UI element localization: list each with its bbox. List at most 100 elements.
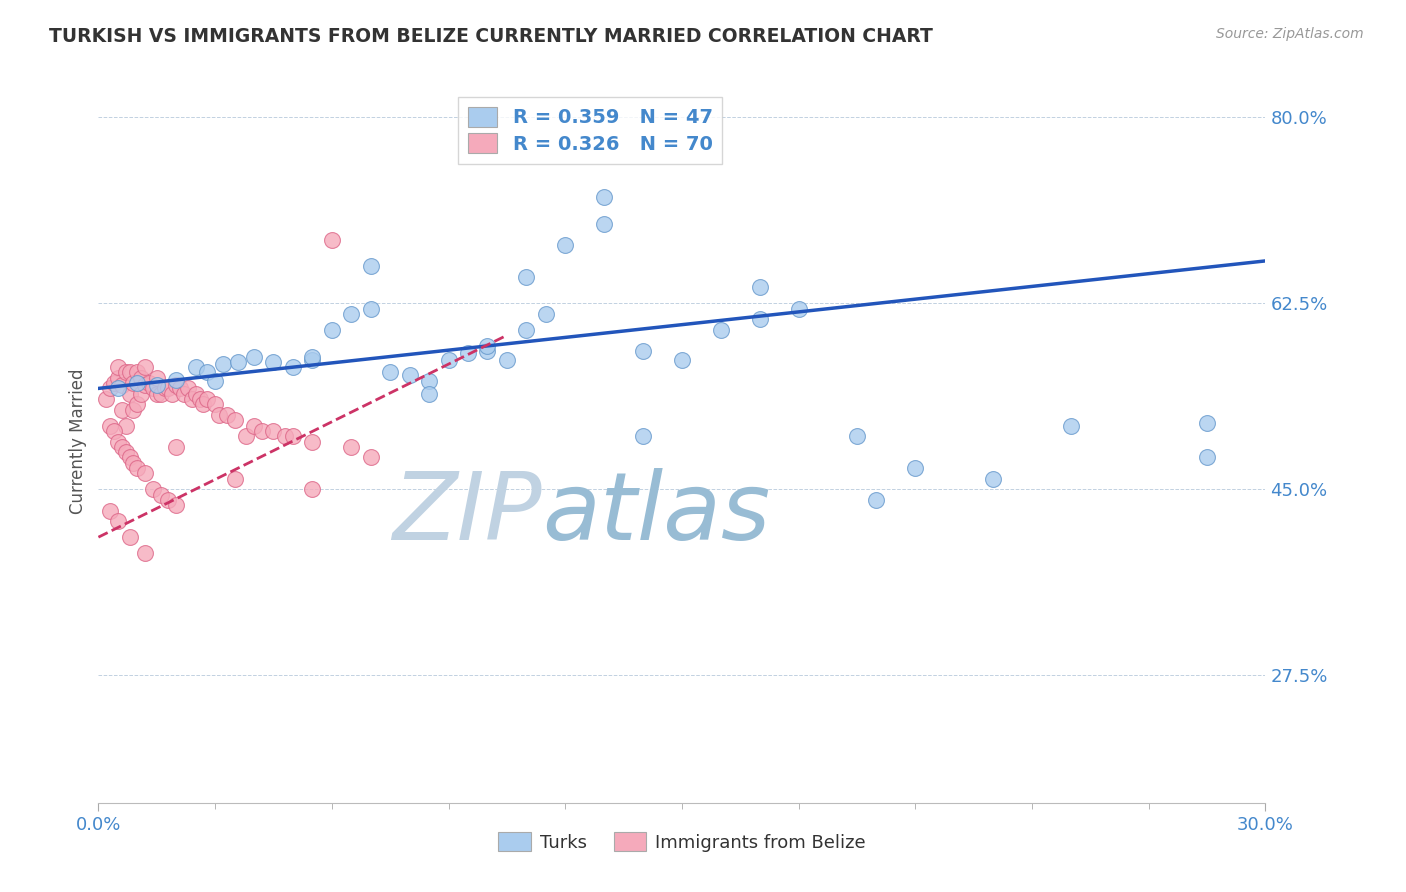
Point <box>398 368 420 382</box>
Point <box>146 378 169 392</box>
Point <box>134 360 156 375</box>
Point <box>111 402 134 417</box>
Point <box>193 397 215 411</box>
Point <box>301 483 323 497</box>
Point <box>515 323 537 337</box>
Point <box>204 374 226 388</box>
Point <box>127 366 149 380</box>
Legend: Turks, Immigrants from Belize: Turks, Immigrants from Belize <box>491 825 873 859</box>
Point <box>122 402 145 417</box>
Point <box>149 386 172 401</box>
Point <box>180 392 202 406</box>
Point <box>165 498 187 512</box>
Point <box>98 418 121 433</box>
Point <box>846 429 869 443</box>
Point <box>1195 417 1218 431</box>
Point <box>118 366 141 380</box>
Point <box>142 483 165 497</box>
Point <box>96 392 118 406</box>
Point <box>515 269 537 284</box>
Point <box>748 312 770 326</box>
Point <box>114 418 136 433</box>
Point <box>321 323 343 337</box>
Point <box>250 424 273 438</box>
Point <box>360 301 382 316</box>
Point <box>111 378 134 392</box>
Point <box>593 217 616 231</box>
Point <box>212 357 235 371</box>
Point <box>165 378 187 392</box>
Point <box>554 238 576 252</box>
Point <box>103 376 125 390</box>
Point <box>418 386 440 401</box>
Point <box>134 467 156 481</box>
Point <box>142 381 165 395</box>
Point <box>301 350 323 364</box>
Point <box>107 434 129 449</box>
Point <box>169 381 191 395</box>
Point <box>631 344 654 359</box>
Point <box>262 355 284 369</box>
Point <box>360 450 382 465</box>
Point <box>243 350 266 364</box>
Point <box>114 366 136 380</box>
Point <box>138 376 160 390</box>
Point <box>281 360 304 375</box>
Point <box>118 530 141 544</box>
Point <box>188 392 211 406</box>
Point <box>631 429 654 443</box>
Point <box>208 408 231 422</box>
Point <box>111 440 134 454</box>
Point <box>157 493 180 508</box>
Point <box>204 397 226 411</box>
Point <box>134 378 156 392</box>
Point <box>710 323 733 337</box>
Point <box>457 346 479 360</box>
Point <box>1060 418 1083 433</box>
Point <box>262 424 284 438</box>
Point <box>114 445 136 459</box>
Point <box>477 339 499 353</box>
Point <box>1195 450 1218 465</box>
Point <box>146 386 169 401</box>
Point <box>107 381 129 395</box>
Point <box>127 461 149 475</box>
Point <box>134 546 156 560</box>
Point <box>177 381 200 395</box>
Point <box>301 352 323 367</box>
Point <box>149 488 172 502</box>
Point <box>496 352 519 367</box>
Point <box>243 418 266 433</box>
Y-axis label: Currently Married: Currently Married <box>69 368 87 515</box>
Point <box>165 440 187 454</box>
Point <box>865 493 887 508</box>
Point <box>127 397 149 411</box>
Point <box>129 371 152 385</box>
Point <box>228 355 250 369</box>
Point <box>437 352 460 367</box>
Point <box>534 307 557 321</box>
Point <box>235 429 257 443</box>
Text: atlas: atlas <box>541 468 770 559</box>
Point <box>103 424 125 438</box>
Point <box>301 434 323 449</box>
Point <box>274 429 297 443</box>
Point <box>671 352 693 367</box>
Point <box>98 381 121 395</box>
Point <box>380 366 402 380</box>
Point <box>107 371 129 385</box>
Point <box>146 371 169 385</box>
Point <box>98 503 121 517</box>
Point <box>165 373 187 387</box>
Text: ZIP: ZIP <box>392 468 541 559</box>
Point <box>360 259 382 273</box>
Point <box>118 450 141 465</box>
Point <box>184 360 207 375</box>
Point <box>129 386 152 401</box>
Point <box>748 280 770 294</box>
Point <box>107 514 129 528</box>
Point <box>321 233 343 247</box>
Point <box>418 374 440 388</box>
Point <box>195 366 218 380</box>
Point <box>184 386 207 401</box>
